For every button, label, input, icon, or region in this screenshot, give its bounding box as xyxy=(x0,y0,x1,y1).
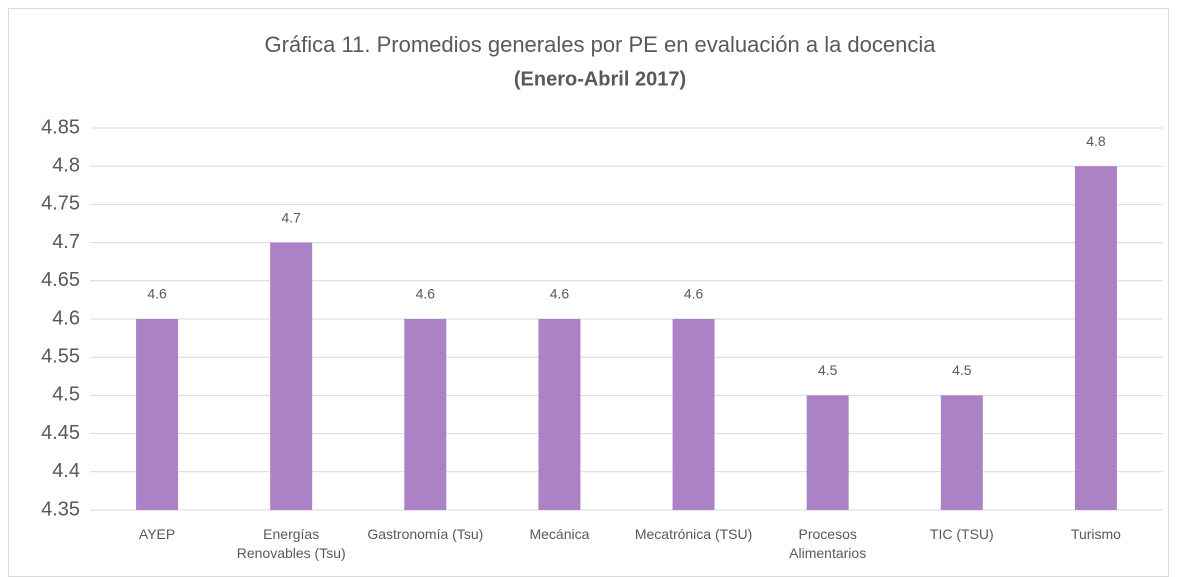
y-tick-label: 4.65 xyxy=(41,269,80,291)
chart-title: Gráfica 11. Promedios generales por PE e… xyxy=(265,32,937,57)
y-tick-label: 4.85 xyxy=(41,116,80,138)
chart-subtitle: (Enero-Abril 2017) xyxy=(514,68,686,90)
bar xyxy=(538,319,581,510)
chart-border xyxy=(8,8,1169,577)
data-label: 4.5 xyxy=(818,362,838,378)
bar xyxy=(270,242,313,510)
bar xyxy=(404,319,447,510)
x-tick-label: Gastronomía (Tsu) xyxy=(367,526,484,542)
bar xyxy=(136,319,179,510)
y-tick-label: 4.6 xyxy=(52,307,80,329)
data-label: 4.6 xyxy=(416,286,436,302)
y-tick-label: 4.7 xyxy=(52,231,80,253)
bar xyxy=(1074,166,1117,510)
data-label: 4.6 xyxy=(147,286,167,302)
y-tick-label: 4.75 xyxy=(41,193,80,215)
bar xyxy=(806,395,849,510)
y-tick-label: 4.4 xyxy=(52,460,80,482)
x-tick-label: Mecánica xyxy=(529,526,590,542)
y-tick-label: 4.8 xyxy=(52,154,80,176)
x-tick-label: Procesos Alimentarios xyxy=(789,526,867,561)
data-label: 4.8 xyxy=(1086,133,1106,149)
y-tick-label: 4.45 xyxy=(41,422,80,444)
data-label: 4.5 xyxy=(952,362,972,378)
bar xyxy=(672,319,715,510)
data-label: 4.6 xyxy=(684,286,704,302)
x-tick-label: AYEP xyxy=(138,526,176,542)
x-tick-label: Turismo xyxy=(1070,526,1121,542)
y-tick-label: 4.5 xyxy=(52,384,80,406)
x-tick-label: Mecatrónica (TSU) xyxy=(634,526,753,542)
data-label: 4.7 xyxy=(281,209,301,225)
data-label: 4.6 xyxy=(550,286,570,302)
bar xyxy=(940,395,983,510)
x-tick-label: TIC (TSU) xyxy=(929,526,994,542)
y-tick-label: 4.55 xyxy=(41,345,80,367)
x-tick-label: Energías Renovables (Tsu) xyxy=(236,526,346,561)
y-tick-label: 4.35 xyxy=(41,498,80,520)
